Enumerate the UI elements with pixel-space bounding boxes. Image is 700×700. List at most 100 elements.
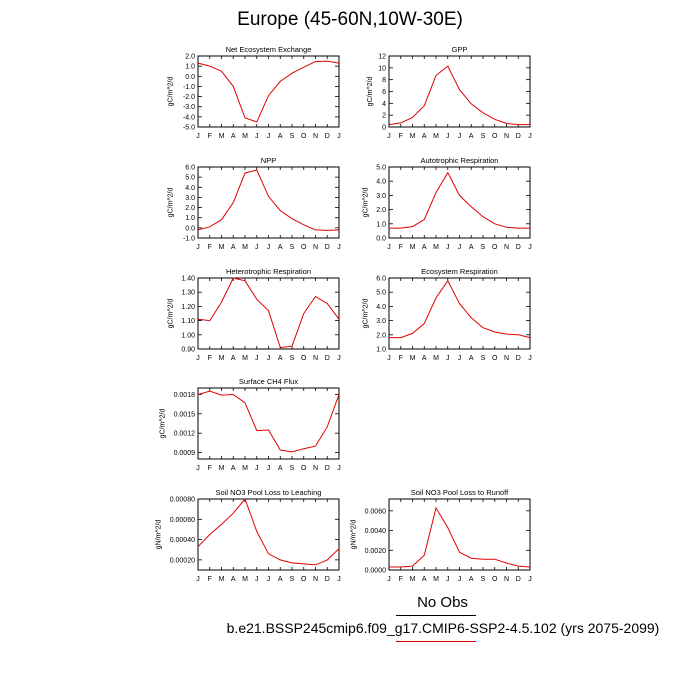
y-tick-label: 6 — [382, 89, 386, 96]
x-tick-label: S — [290, 576, 295, 583]
chart-title: Soil NO3 Pool Loss to Leaching — [216, 488, 322, 497]
y-tick-label: 6.0 — [185, 165, 195, 172]
chart-title: Ecosystem Respiration — [421, 267, 498, 276]
x-tick-label: M — [433, 133, 439, 140]
x-tick-label: J — [446, 244, 450, 251]
x-tick-label: J — [255, 244, 259, 251]
x-tick-label: M — [242, 355, 248, 362]
y-axis-label: gN/m^2/d — [155, 520, 162, 550]
plot-frame — [197, 166, 340, 239]
x-tick-label: M — [242, 465, 248, 472]
x-tick-label: J — [255, 133, 259, 140]
y-tick-label: 5.0 — [376, 165, 386, 172]
x-tick-label: A — [469, 133, 474, 140]
x-tick-label: J — [446, 576, 450, 583]
y-tick-label: -1.0 — [183, 236, 195, 243]
x-tick-label: D — [325, 133, 330, 140]
x-tick-label: J — [196, 244, 200, 251]
x-tick-label: M — [219, 355, 225, 362]
y-tick-label: 1.10 — [181, 318, 195, 325]
x-tick-label: J — [528, 355, 532, 362]
y-tick-label: 0.0 — [185, 225, 195, 232]
x-tick-label: D — [325, 576, 330, 583]
plot-frame — [197, 277, 340, 350]
plot-frame — [388, 498, 531, 571]
x-tick-label: D — [516, 133, 521, 140]
chart-title: Soil NO3 Pool Loss to Runoff — [411, 488, 509, 497]
y-tick-label: 1.40 — [181, 276, 195, 283]
x-tick-label: M — [219, 133, 225, 140]
y-tick-label: 1.0 — [185, 64, 195, 71]
y-tick-label: 5.0 — [376, 290, 386, 297]
x-tick-label: S — [290, 465, 295, 472]
y-axis-label: gC/m^2/d — [363, 188, 370, 218]
x-tick-label: A — [422, 576, 427, 583]
x-tick-label: S — [481, 576, 486, 583]
y-tick-label: 3.0 — [185, 195, 195, 202]
y-tick-label: 4 — [382, 101, 386, 108]
series-line — [389, 279, 531, 339]
x-tick-label: M — [433, 355, 439, 362]
x-tick-label: O — [301, 465, 307, 472]
x-tick-label: M — [219, 465, 225, 472]
x-tick-label: S — [481, 355, 486, 362]
x-tick-label: J — [387, 355, 391, 362]
y-tick-label: 2.0 — [185, 54, 195, 61]
x-tick-label: F — [208, 244, 212, 251]
x-tick-label: A — [469, 355, 474, 362]
x-tick-label: D — [516, 355, 521, 362]
y-tick-label: -1.0 — [183, 84, 195, 91]
y-tick-label: 2 — [382, 113, 386, 120]
x-tick-label: M — [242, 244, 248, 251]
x-tick-label: J — [528, 133, 532, 140]
series-line — [197, 60, 340, 123]
series-line — [197, 277, 340, 349]
x-tick-label: J — [337, 355, 341, 362]
y-tick-label: 4.0 — [376, 179, 386, 186]
y-tick-label: 1.00 — [181, 332, 195, 339]
x-tick-label: O — [492, 244, 498, 251]
y-tick-label: 0.0040 — [365, 528, 387, 535]
plot-frame — [388, 55, 531, 128]
x-tick-label: A — [278, 576, 283, 583]
x-tick-label: J — [528, 576, 532, 583]
y-tick-label: 6.0 — [376, 276, 386, 283]
x-tick-label: J — [255, 355, 259, 362]
x-tick-label: F — [208, 576, 212, 583]
legend-divider — [396, 615, 476, 616]
y-tick-label: 0.0 — [376, 236, 386, 243]
x-tick-label: O — [301, 133, 307, 140]
x-tick-label: O — [301, 244, 307, 251]
chart-title: Heterotrophic Respiration — [226, 267, 311, 276]
x-tick-label: J — [267, 465, 271, 472]
y-tick-label: -2.0 — [183, 94, 195, 101]
series-line — [389, 171, 530, 229]
x-tick-label: O — [492, 576, 498, 583]
y-tick-label: 4.0 — [376, 304, 386, 311]
x-tick-label: S — [481, 133, 486, 140]
y-tick-label: 1.20 — [181, 304, 195, 311]
x-tick-label: M — [410, 355, 416, 362]
x-tick-label: J — [387, 576, 391, 583]
x-tick-label: A — [231, 355, 236, 362]
y-axis-label: gC/m^2/d — [168, 299, 175, 329]
plot-frame — [197, 55, 340, 128]
x-tick-label: A — [422, 244, 427, 251]
x-tick-label: J — [337, 576, 341, 583]
plot-frame — [197, 387, 340, 460]
x-tick-label: M — [242, 576, 248, 583]
x-tick-label: J — [337, 465, 341, 472]
x-tick-label: M — [433, 244, 439, 251]
x-tick-label: J — [446, 133, 450, 140]
y-tick-label: 3.0 — [376, 318, 386, 325]
x-tick-label: D — [325, 244, 330, 251]
y-tick-label: 1.0 — [376, 347, 386, 354]
y-tick-label: 1.30 — [181, 290, 195, 297]
y-tick-label: 1.0 — [376, 221, 386, 228]
chart-title: Autotrophic Respiration — [421, 156, 499, 165]
chart-title: Net Ecosystem Exchange — [226, 45, 312, 54]
